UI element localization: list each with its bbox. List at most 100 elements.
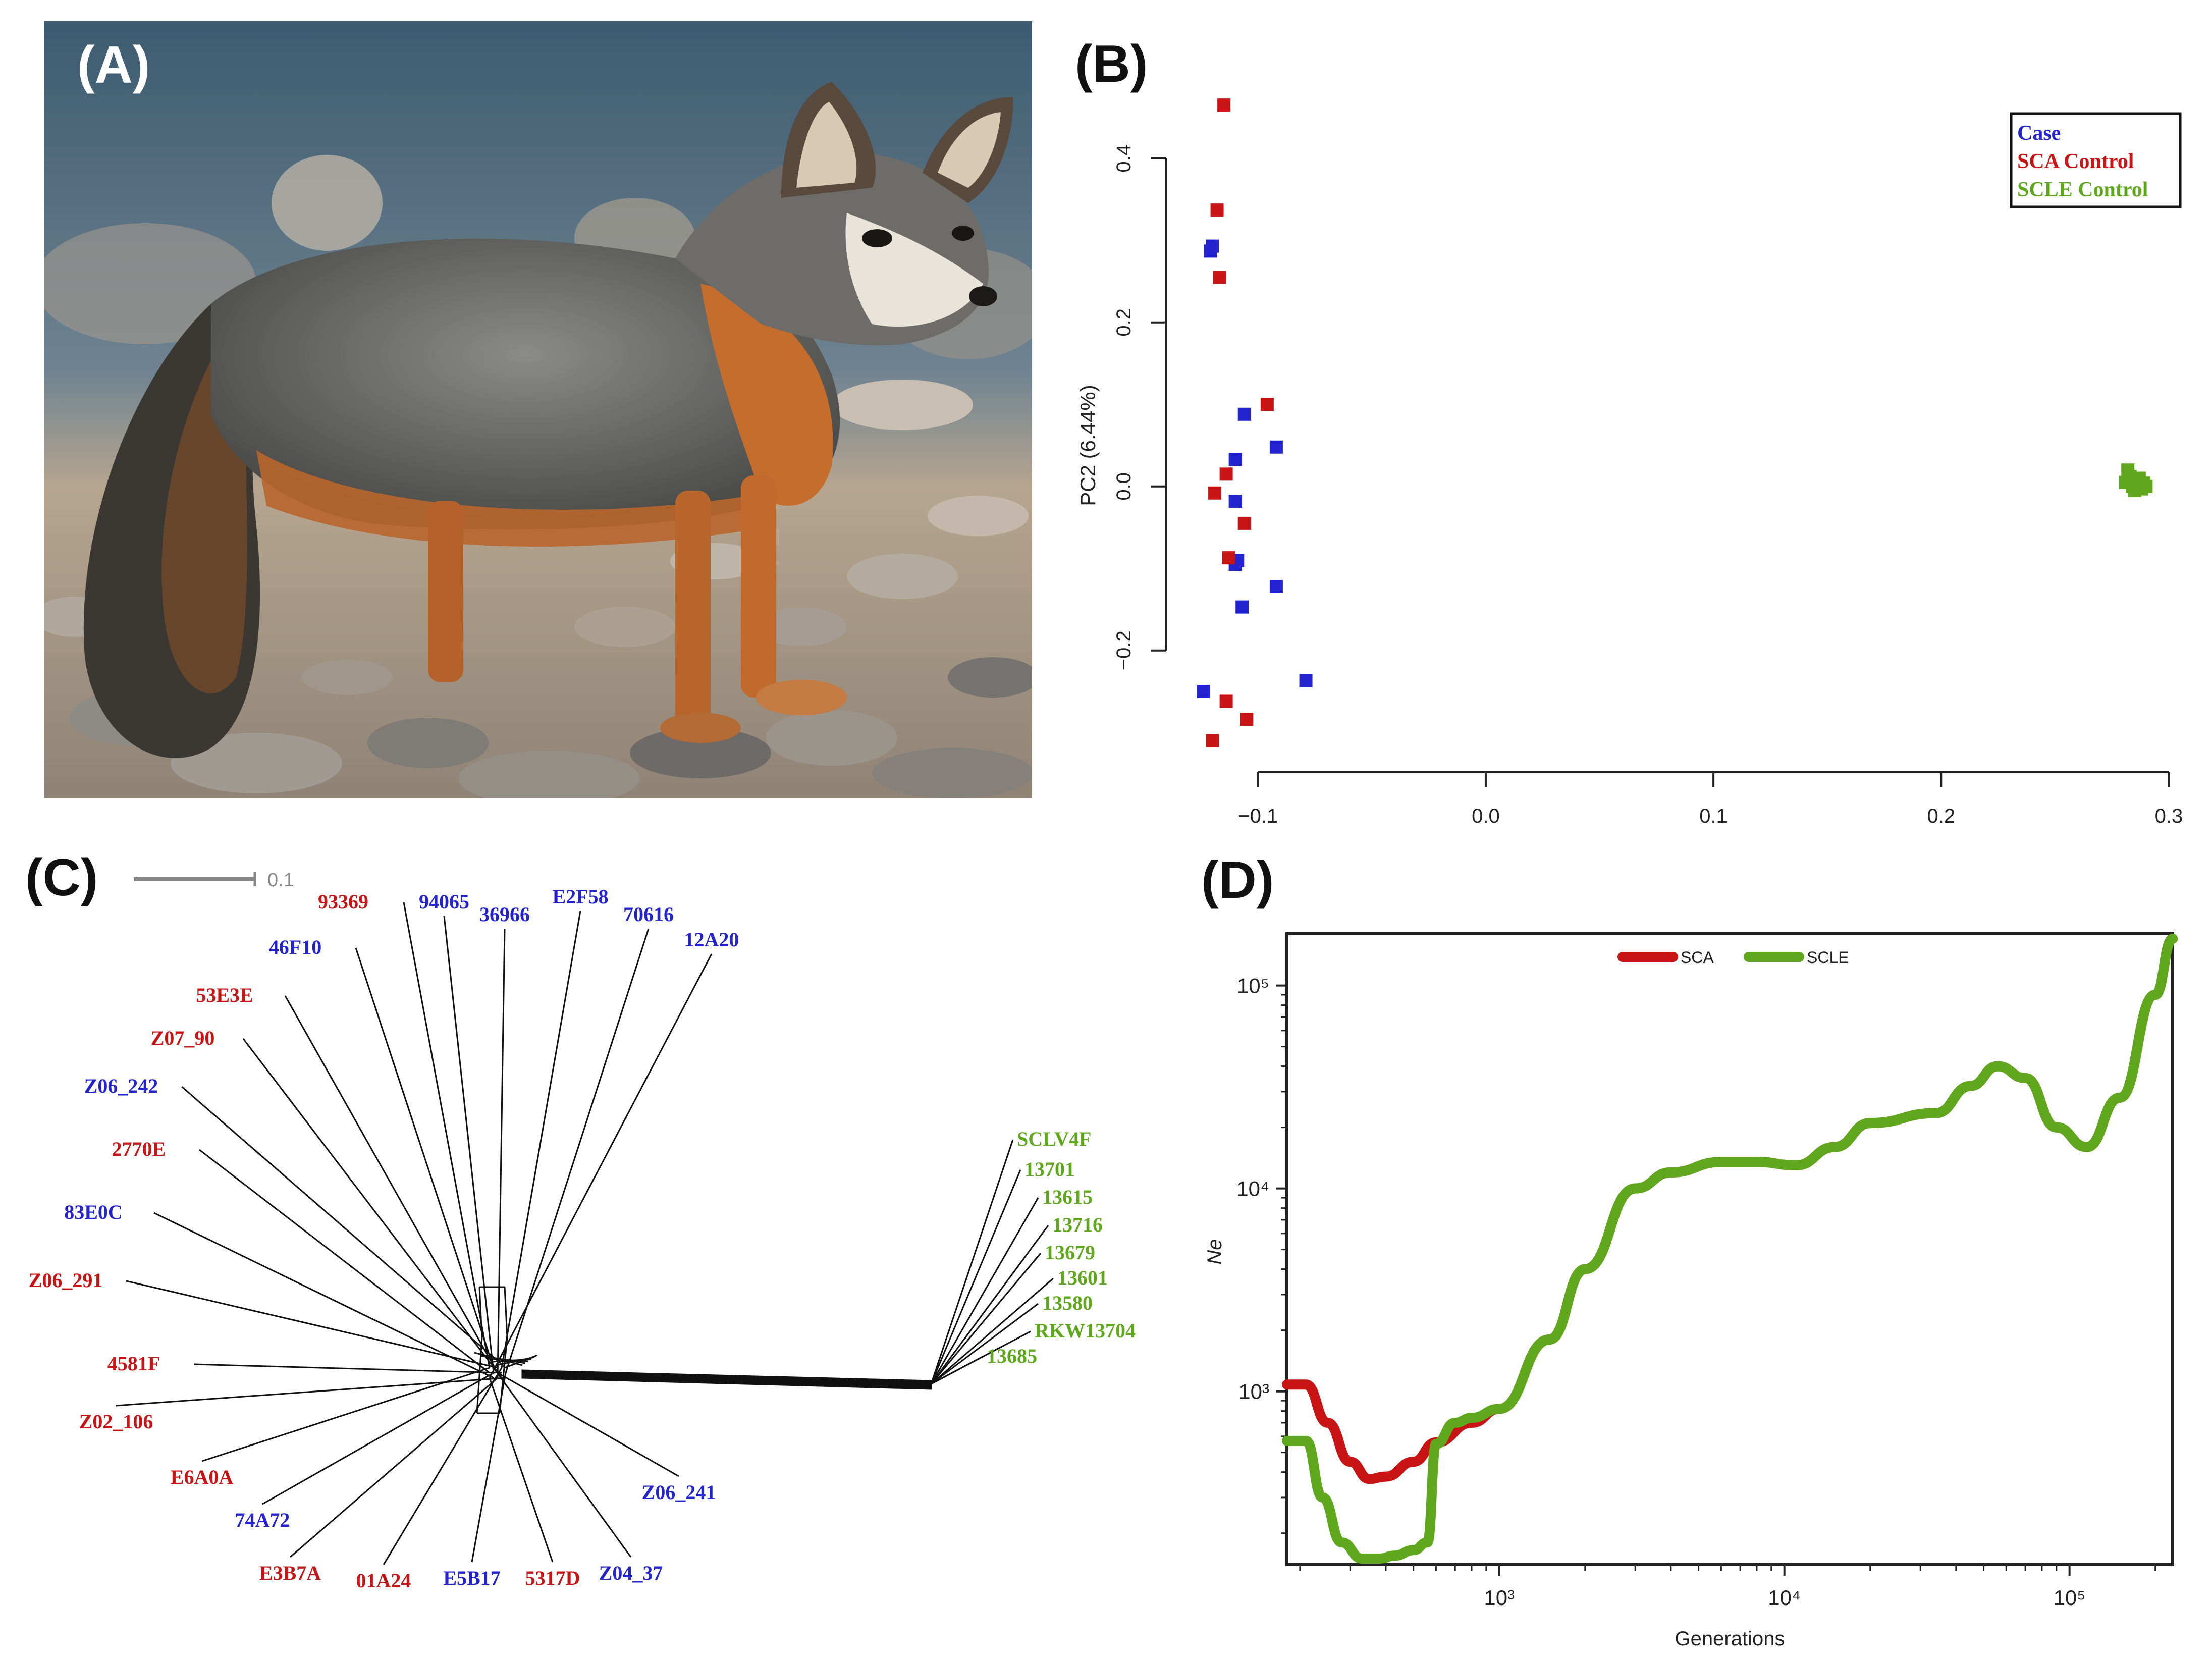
effective-population-chart: 10³ 10³ 10⁴ 10⁴ 10⁵ 10⁵ Generations Ne SCA SCLE [1204, 932, 2178, 1650]
x-tick-label: 0.1 [1699, 805, 1728, 827]
network-edge [284, 995, 499, 1373]
network-leaf-label: SCLV4F [1017, 1128, 1091, 1150]
fox-eye [862, 229, 892, 247]
scatter-point [2128, 484, 2141, 497]
network-long-branch [521, 1369, 932, 1390]
network-leaf-label: 74A72 [235, 1509, 290, 1531]
scatter-point [1197, 685, 1210, 698]
fox-body [211, 238, 840, 530]
panel-a-label: (A) [77, 36, 150, 94]
network-leaf-label: 13685 [987, 1345, 1037, 1367]
network-leaf-label: 36966 [479, 903, 530, 926]
series-line-scle [1282, 933, 2178, 1564]
scatter-point [1269, 580, 1283, 593]
legend-entry: SCLE [1807, 948, 1849, 967]
network-leaf-label: Z07_90 [151, 1027, 215, 1049]
network-edge [930, 1139, 1014, 1384]
legend-entry: Case [2017, 122, 2061, 145]
scatter-point [1228, 495, 1242, 508]
network-edge [493, 1367, 632, 1558]
network-leaf-label: 5317D [525, 1567, 580, 1589]
x-tick-label: −0.1 [1238, 805, 1278, 827]
network-leaf-label: Z04_37 [599, 1562, 663, 1584]
y-axis-title: PC2 (6.44%) [1076, 385, 1100, 506]
network-leaf-label: 13615 [1042, 1186, 1093, 1208]
network-edge [931, 1303, 1039, 1385]
x-tick-label: 0.2 [1927, 805, 1955, 827]
legend-entry: SCLE Control [2017, 178, 2148, 201]
panel-d-label: (D) [1201, 851, 1274, 909]
network-edge [126, 1280, 498, 1369]
scatter-point [1222, 551, 1235, 565]
network-leaf-label: 83E0C [64, 1201, 123, 1223]
y-tick-label: 0.0 [1113, 472, 1135, 501]
panel-c-label: (C) [25, 848, 98, 907]
plot-frame [1285, 932, 2174, 1566]
scatter-point [1228, 453, 1242, 466]
network-edge [930, 1169, 1021, 1384]
fox-illustration [44, 21, 1032, 798]
network-edge [501, 911, 581, 1368]
network-leaf-label: RKW13704 [1035, 1319, 1136, 1342]
fox-nose [969, 286, 997, 306]
fox-photo: (A) [44, 21, 1032, 798]
pca-panel: (B) −0.10.00.10.20.3PC1 (39.4%)−0.20.00.… [1040, 30, 2212, 863]
network-leaf-label: Z06_291 [29, 1269, 103, 1292]
panel-b-label: (B) [1075, 35, 1148, 93]
scatter-point [1217, 98, 1231, 112]
scatter-point [1204, 244, 1217, 258]
network-edge [201, 1367, 490, 1462]
x-tick-label: 10⁴ [1768, 1586, 1801, 1610]
network-leaf-label: E5B17 [443, 1567, 500, 1589]
x-axis-title: Generations [1675, 1628, 1785, 1650]
network-leaf-label: Z02_106 [79, 1410, 153, 1433]
network-edge [290, 1377, 498, 1558]
scatter-point [1269, 440, 1283, 454]
fox-leg [741, 475, 776, 698]
network-split [504, 1354, 538, 1369]
scatter-point [1235, 600, 1249, 614]
network-panel: (C) 0.1 93369 94065 36966 E2F58 70616 12A20 46F… [0, 833, 1161, 1659]
network-leaf-label: 4581F [107, 1352, 160, 1375]
legend-entry: SCA [1681, 948, 1714, 967]
scatter-point [1210, 203, 1224, 217]
network-edge [489, 953, 713, 1378]
network-leaf-label: E3B7A [259, 1562, 321, 1584]
y-tick-label: 0.4 [1113, 144, 1135, 173]
network-leaf-label: 13679 [1045, 1241, 1095, 1264]
network-edge [931, 1356, 983, 1385]
network-leaf-label: 94065 [419, 890, 469, 913]
x-tick-label: 0.0 [1472, 805, 1500, 827]
network-edge [489, 1377, 554, 1563]
network-edge [153, 1212, 494, 1379]
fox-leg [428, 501, 463, 682]
scatter-point [1237, 516, 1251, 530]
network-split [504, 1287, 508, 1338]
network-leaf-label: E2F58 [552, 885, 608, 908]
network-edge [181, 1086, 506, 1369]
y-tick-label: 0.2 [1113, 308, 1135, 337]
scatter-point [2121, 463, 2135, 477]
network-leaf-label: E6A0A [171, 1466, 234, 1488]
scatter-point [1237, 407, 1251, 421]
network-leaf-label: 2770E [112, 1138, 166, 1160]
scatter-point [1208, 486, 1222, 500]
network-edge [383, 1367, 503, 1565]
network-leaf-label: 13601 [1057, 1266, 1108, 1289]
network-edge [497, 928, 506, 1378]
network-leaf-label: 12A20 [684, 928, 739, 951]
y-tick-label: 10⁵ [1237, 974, 1269, 998]
scatter-point [1206, 734, 1219, 747]
network-leaf-label: Z06_241 [642, 1481, 716, 1504]
network-edge [199, 1149, 490, 1374]
network-leaf-label: 53E3E [196, 984, 253, 1006]
network-leaf-label: 13701 [1024, 1158, 1075, 1181]
legend-box [2010, 112, 2182, 208]
scatter-point [1219, 467, 1233, 481]
network-edge [931, 1277, 1054, 1385]
network-leaf-label: 70616 [623, 903, 674, 926]
scatter-point [1240, 713, 1254, 726]
scatter-point [1219, 694, 1233, 708]
network-edge [930, 1253, 1042, 1384]
network-edge [194, 1363, 502, 1374]
